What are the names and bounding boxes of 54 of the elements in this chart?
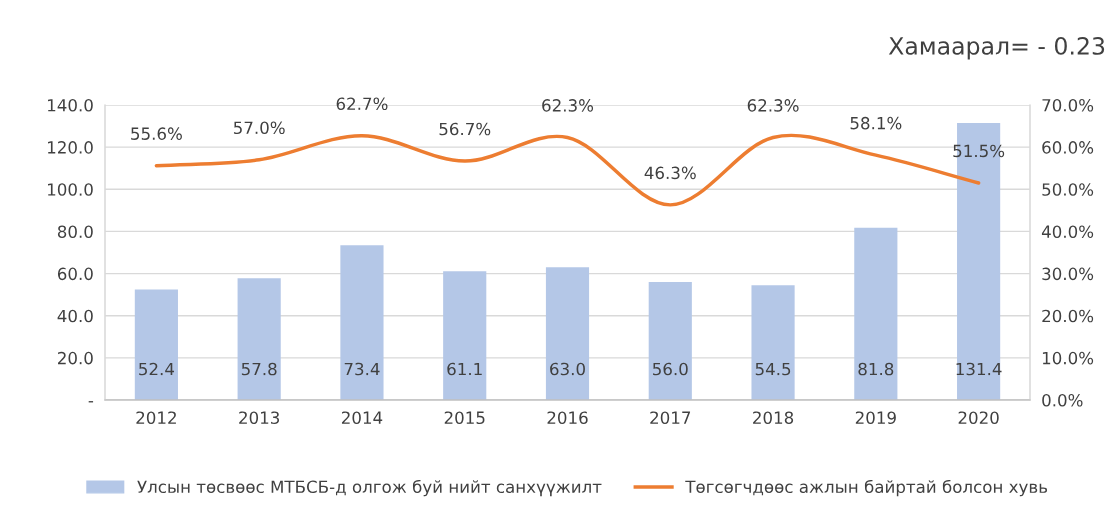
x-tick-label: 2016 (547, 411, 588, 425)
y2-tick-label: 0.0% (1042, 393, 1083, 407)
bar (751, 285, 795, 400)
y2-tick-label: 70.0% (1042, 98, 1094, 112)
x-tick-label: 2018 (753, 411, 794, 425)
data-label: 62.3% (542, 99, 594, 112)
data-label: 73.4 (344, 362, 380, 376)
legend-label: Улсын төсвөөс МТБСБ-д олгож буй нийт санхүүжилт (137, 479, 602, 497)
y-tick-label: 80.0 (57, 225, 93, 238)
x-tick-label: 2014 (341, 411, 383, 425)
y-tick-label: - (88, 401, 94, 403)
bar (237, 278, 281, 400)
x-tick-label: 2015 (444, 411, 485, 425)
x-tick-label: 2013 (239, 411, 280, 425)
text: Хамаарал= - 0.23 (888, 36, 1105, 60)
bar (545, 267, 590, 400)
y-tick-label: 20.0 (58, 351, 93, 365)
data-label: 61.1 (447, 362, 482, 376)
bar (340, 245, 384, 400)
y-tick-label: 60.0 (57, 267, 93, 281)
y-tick-label: 120.0 (48, 141, 93, 154)
data-label: 81.8 (858, 362, 894, 376)
x-tick-label: 2012 (136, 411, 176, 425)
legend-label: Төгсөгчдөөс ажлын байртай болсон хувь (685, 479, 1048, 497)
data-label: 56.7% (439, 122, 491, 136)
y-tick-label: 40.0 (57, 309, 93, 323)
data-label: 63.0 (550, 362, 585, 376)
data-label: 56.0 (653, 362, 688, 376)
data-label: 58.1% (850, 116, 902, 130)
data-label: 54.5 (755, 362, 791, 376)
bar (443, 271, 487, 400)
y2-tick-label: 40.0% (1041, 225, 1094, 238)
data-label: 46.3% (644, 166, 696, 180)
bar (854, 227, 898, 400)
y2-tick-label: 30.0% (1042, 267, 1094, 281)
data-label: 62.7% (336, 97, 388, 111)
y2-tick-label: 20.0% (1042, 309, 1094, 323)
y2-tick-label: 60.0% (1042, 141, 1094, 154)
data-label: 131.4 (956, 362, 1002, 376)
data-label: 62.3% (747, 99, 799, 112)
y2-tick-label: 10.0% (1042, 351, 1094, 365)
y-tick-label: 140.0 (48, 98, 93, 112)
bar (648, 282, 692, 400)
y2-tick-label: 50.0% (1042, 183, 1094, 196)
x-tick-label: 2019 (855, 411, 896, 425)
x-tick-label: 2017 (650, 411, 691, 425)
data-label: 55.6% (131, 127, 182, 140)
x-tick-label: 2020 (958, 411, 999, 425)
y-tick-label: 100.0 (48, 183, 93, 196)
data-label: 57.0% (233, 121, 285, 135)
data-label: 51.5% (953, 144, 1005, 158)
data-label: 52.4 (139, 362, 175, 376)
bar (134, 289, 178, 400)
data-label: 57.8 (241, 362, 277, 376)
